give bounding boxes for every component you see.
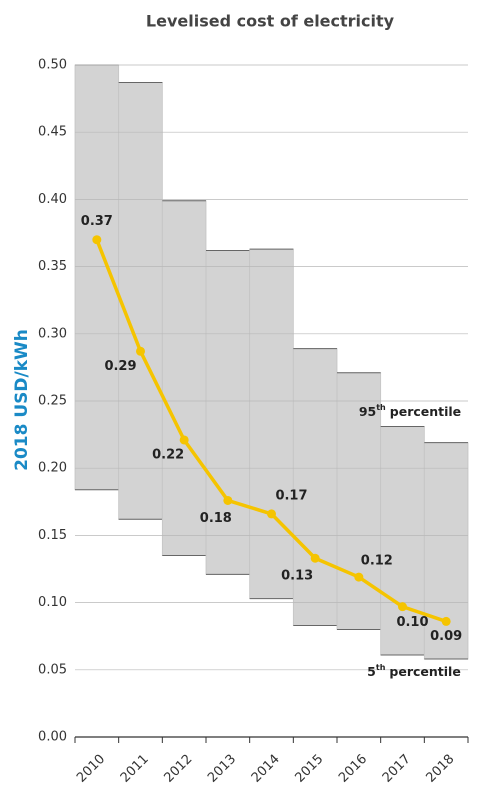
percentile-band: [423, 442, 469, 660]
value-label: 0.18: [200, 511, 232, 526]
x-tick-label: 2016: [336, 752, 370, 786]
point: [441, 616, 451, 626]
y-tick-label: 0.35: [38, 259, 67, 274]
point: [310, 553, 320, 563]
point: [223, 495, 233, 505]
point: [398, 602, 407, 612]
annotation-superscript: th: [376, 403, 386, 412]
annotation-number: 95: [359, 404, 376, 419]
point: [267, 509, 276, 519]
y-tick-label: 0.30: [38, 326, 67, 341]
x-tick-label: 2018: [423, 752, 457, 786]
x-tick-label: 2014: [249, 752, 283, 786]
x-tick-label: 2010: [74, 752, 108, 786]
annotation-superscript: th: [376, 663, 386, 672]
x-tick-label: 2017: [380, 752, 414, 786]
x-tick-label: 2015: [292, 752, 326, 786]
value-label: 0.22: [152, 447, 184, 462]
y-tick-label: 0.50: [38, 58, 67, 73]
annotation: 95th percentile: [359, 403, 461, 419]
x-tick-label: 2012: [161, 752, 195, 786]
x-tick-label: 2011: [118, 752, 152, 786]
value-label: 0.10: [396, 615, 428, 630]
percentile-band: [161, 200, 207, 556]
chart-title: Levelised cost of electricity: [146, 12, 395, 31]
y-tick-label: 0.25: [38, 394, 67, 409]
value-label: 0.29: [104, 359, 136, 374]
value-label: 0.37: [81, 214, 113, 229]
value-label: 0.12: [361, 554, 393, 569]
percentile-band: [380, 426, 425, 656]
x-tick-label: 2013: [205, 752, 239, 786]
annotation: 5th percentile: [367, 663, 461, 679]
y-tick-label: 0.20: [38, 461, 67, 476]
value-label: 0.13: [281, 569, 313, 584]
y-tick-label: 0.45: [38, 125, 67, 140]
y-tick-label: 0.00: [38, 730, 67, 745]
y-tick-label: 0.05: [38, 662, 67, 677]
point: [92, 235, 102, 245]
y-tick-label: 0.15: [38, 528, 67, 543]
y-tick-label: 0.40: [38, 192, 67, 207]
annotation-text: percentile: [390, 404, 461, 419]
value-label: 0.09: [430, 629, 462, 644]
annotation-number: 5: [367, 664, 376, 679]
value-label: 0.17: [275, 488, 307, 503]
annotation-text: percentile: [389, 664, 460, 679]
point: [354, 572, 364, 582]
point: [136, 346, 145, 356]
y-axis-label: 2018 USD/kWh: [12, 329, 32, 471]
percentile-band: [292, 348, 338, 626]
point: [179, 435, 189, 445]
percentile-band: [249, 248, 294, 599]
y-tick-label: 0.10: [38, 595, 67, 610]
